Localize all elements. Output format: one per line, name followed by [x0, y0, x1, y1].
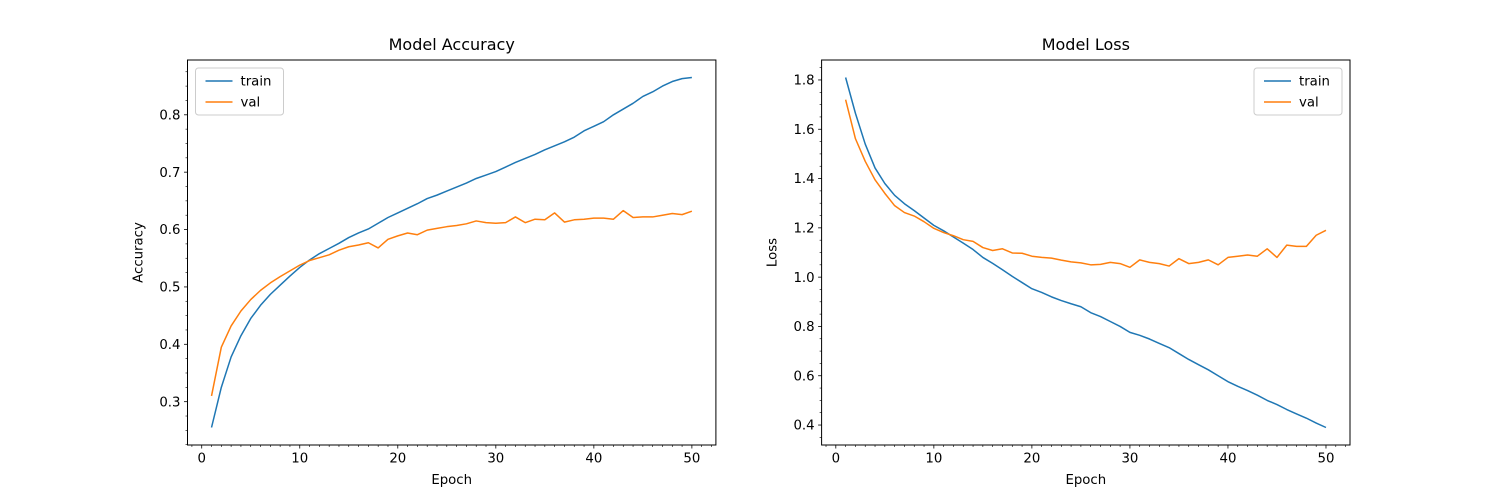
train-line	[210, 76, 692, 428]
x-tick-label: 40	[1219, 452, 1236, 467]
legend-train-label: train	[1299, 75, 1330, 90]
x-tick-label: 20	[1023, 452, 1040, 467]
x-tick-label: 0	[197, 452, 205, 467]
x-tick-label: 40	[585, 452, 602, 467]
x-tick-label: 30	[1121, 452, 1138, 467]
y-tick-label: 0.7	[159, 166, 180, 181]
x-tick-label: 10	[925, 452, 942, 467]
x-axis-label: Epoch	[1065, 473, 1106, 488]
y-tick-label: 0.8	[159, 108, 180, 123]
y-tick-label: 0.8	[793, 320, 814, 335]
x-tick-label: 50	[1318, 452, 1335, 467]
y-tick-label: 0.3	[159, 395, 180, 410]
y-tick-label: 0.5	[159, 281, 180, 296]
y-tick-label: 0.4	[159, 338, 180, 353]
legend: train val	[1253, 67, 1343, 116]
legend-train-label: train	[241, 75, 272, 90]
x-tick-label: 10	[291, 452, 308, 467]
y-tick-label: 1.6	[793, 123, 814, 138]
legend-val-label: val	[241, 96, 261, 111]
y-tick-label: 1.8	[793, 74, 814, 89]
x-tick-label: 0	[832, 452, 840, 467]
y-tick-label: 0.6	[793, 369, 814, 384]
plot-title: Model Loss	[1042, 35, 1130, 54]
val-line	[844, 99, 1327, 269]
y-tick-label: 1.0	[793, 271, 814, 286]
axes-spines	[187, 59, 717, 446]
x-tick-label: 20	[389, 452, 406, 467]
train-line	[844, 77, 1327, 429]
plot-area	[187, 60, 716, 445]
y-tick-label: 0.4	[793, 419, 814, 434]
y-tick-label: 1.4	[793, 172, 814, 187]
y-tick-label: 1.2	[793, 221, 814, 236]
y-axis-label: Accuracy	[132, 222, 147, 283]
legend-frame	[1253, 67, 1343, 116]
y-tick-label: 0.6	[159, 223, 180, 238]
y-axis-label: Loss	[766, 238, 781, 267]
accuracy-plot: 0 10 20 30 40 50 0.3 0.4 0.5 0.6 0.7 0.8 Model Accur…	[132, 35, 717, 488]
plot-title: Model Accuracy	[389, 35, 515, 54]
legend-val-label: val	[1299, 96, 1319, 111]
x-tick-label: 30	[487, 452, 504, 467]
x-tick-label: 50	[683, 452, 700, 467]
legend-frame	[195, 67, 284, 116]
legend: train val	[195, 67, 284, 116]
axes-spines	[821, 59, 1351, 446]
val-line	[210, 209, 693, 397]
loss-plot: 0 10 20 30 40 50 0.4 0.6 0.8 1.0 1.2 1.4 1.6 1.8 Model…	[766, 35, 1351, 488]
x-axis-label: Epoch	[431, 473, 472, 488]
